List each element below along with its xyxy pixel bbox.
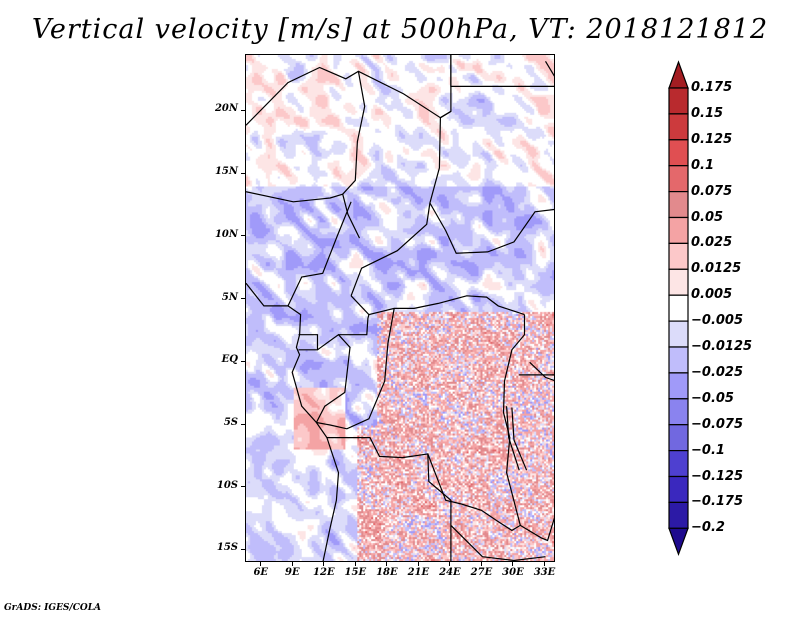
colorbar-extend-min xyxy=(668,527,689,557)
border-line xyxy=(519,517,554,542)
colorbar-extend-max xyxy=(668,60,689,89)
colorbar-label: −0.2 xyxy=(691,520,725,536)
x-tick xyxy=(543,562,545,566)
border-line xyxy=(427,314,526,532)
y-tick-label: EQ xyxy=(221,354,238,366)
y-tick xyxy=(241,298,245,300)
colorbar-label: 0.125 xyxy=(691,131,733,147)
border-line xyxy=(287,201,352,307)
y-tick xyxy=(241,548,245,550)
colorbar-label: −0.175 xyxy=(691,494,744,510)
x-tick-label: 9E xyxy=(284,567,300,578)
border-line xyxy=(298,333,351,423)
x-tick-label: 15E xyxy=(344,567,367,578)
x-tick xyxy=(480,562,482,566)
colorbar-label: −0.125 xyxy=(691,468,744,484)
x-tick-label: 24E xyxy=(439,567,461,578)
x-tick-label: 21E xyxy=(407,567,430,578)
colorbar-segment xyxy=(668,268,689,296)
x-tick-label: 27E xyxy=(470,567,493,578)
colorbar-label: −0.0125 xyxy=(691,339,753,354)
grads-credit: GrADS: IGES/COLA xyxy=(4,603,102,613)
x-tick-label: 33E xyxy=(533,567,556,578)
x-tick xyxy=(512,562,514,566)
colorbar-label: −0.025 xyxy=(691,364,744,380)
y-tick-label: 5N xyxy=(221,291,238,303)
border-line xyxy=(529,361,554,382)
colorbar-label: 0.075 xyxy=(691,183,733,199)
border-line xyxy=(350,295,525,316)
colorbar-segment xyxy=(668,294,689,322)
y-tick xyxy=(241,360,245,362)
colorbar-segment xyxy=(668,424,689,452)
border-line xyxy=(338,314,370,336)
border-line xyxy=(342,71,366,239)
border-line xyxy=(429,202,554,254)
colorbar-segment xyxy=(668,372,689,400)
colorbar-label: 0.15 xyxy=(691,105,724,121)
map-plot-area xyxy=(245,54,555,562)
colorbar-segment xyxy=(668,475,689,503)
y-tick xyxy=(241,109,245,111)
border-line xyxy=(246,282,340,561)
colorbar-segment xyxy=(668,165,689,193)
border-line xyxy=(450,524,546,561)
colorbar-label: −0.005 xyxy=(691,313,744,329)
y-tick xyxy=(241,235,245,237)
colorbar-label: −0.075 xyxy=(691,416,744,432)
y-tick-label: 15N xyxy=(214,166,238,178)
y-tick-label: 10N xyxy=(214,228,238,240)
colorbar-segment xyxy=(668,398,689,426)
chart-title: Vertical velocity [m/s] at 500hPa, VT: 2… xyxy=(31,14,769,45)
colorbar-segment xyxy=(668,242,689,270)
x-tick xyxy=(260,562,262,566)
border-line xyxy=(511,407,528,471)
colorbar-segment xyxy=(668,87,689,115)
colorbar-label: −0.1 xyxy=(691,442,725,458)
y-tick xyxy=(241,172,245,174)
border-line xyxy=(506,406,520,471)
colorbar-label: 0.025 xyxy=(691,235,733,251)
colorbar-segment xyxy=(668,113,689,141)
colorbar-segment xyxy=(668,320,689,348)
border-line xyxy=(350,55,452,297)
border-line xyxy=(316,308,395,430)
colorbar: 0.175 0.15 0.125 0.1 0.075 0.05 0.025 0.0125 0.0… xyxy=(660,55,800,565)
colorbar-segment xyxy=(668,191,689,219)
y-tick-label: 5S xyxy=(223,417,238,429)
y-tick xyxy=(241,486,245,488)
y-tick-label: 15S xyxy=(216,542,238,554)
colorbar-label: 0.175 xyxy=(691,80,733,95)
colorbar-label: 0.05 xyxy=(691,209,724,225)
x-tick xyxy=(323,562,325,566)
colorbar-segment xyxy=(668,346,689,374)
border-line xyxy=(246,191,343,203)
border-line xyxy=(326,437,452,561)
y-tick-label: 10S xyxy=(216,479,238,491)
colorbar-graphic xyxy=(668,60,689,557)
colorbar-label: −0.05 xyxy=(691,390,734,406)
colorbar-label: 0.005 xyxy=(691,287,733,303)
y-tick xyxy=(241,423,245,425)
x-tick xyxy=(291,562,293,566)
x-tick xyxy=(386,562,388,566)
x-tick xyxy=(354,562,356,566)
country-borders xyxy=(246,55,554,561)
y-tick-label: 20N xyxy=(214,103,238,115)
colorbar-label: 0.0125 xyxy=(691,261,742,277)
x-tick-label: 6E xyxy=(253,567,269,578)
x-tick-label: 30E xyxy=(502,567,524,578)
x-tick xyxy=(417,562,419,566)
border-line xyxy=(450,55,554,87)
border-line xyxy=(246,66,452,126)
colorbar-segment xyxy=(668,450,689,478)
x-tick-label: 18E xyxy=(376,567,398,578)
border-line xyxy=(544,60,554,77)
colorbar-segment xyxy=(668,501,689,529)
colorbar-label: 0.1 xyxy=(691,157,715,173)
x-tick xyxy=(449,562,451,566)
x-tick-label: 12E xyxy=(313,567,335,578)
colorbar-segment xyxy=(668,216,689,244)
colorbar-segment xyxy=(668,139,689,167)
